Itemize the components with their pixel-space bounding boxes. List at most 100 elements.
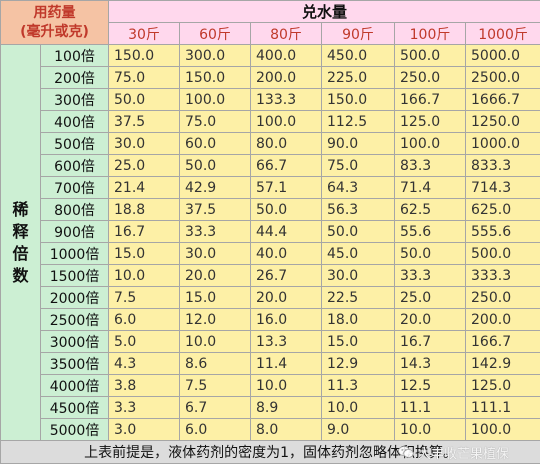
dosage-value-cell: 26.7 xyxy=(250,264,323,287)
dosage-value-cell: 21.4 xyxy=(108,176,181,199)
dosage-value-cell: 6.0 xyxy=(179,418,252,441)
dosage-value-cell: 66.7 xyxy=(250,154,323,177)
dosage-value-cell: 30.0 xyxy=(179,242,252,265)
dosage-value-cell: 50.0 xyxy=(394,242,467,265)
dilution-ratio-cell: 200倍 xyxy=(39,66,110,89)
dosage-value-cell: 11.3 xyxy=(321,374,396,397)
water-weight-header: 1000斤 xyxy=(465,22,540,45)
dosage-value-cell: 55.6 xyxy=(394,220,467,243)
table-row: 300倍 50.0 100.0 133.3 150.0 166.7 1666.7 xyxy=(1,88,540,111)
dilution-ratio-cell: 2000倍 xyxy=(39,286,110,309)
watermark: 大丰收芒果植保 xyxy=(398,441,509,463)
dosage-value-cell: 90.0 xyxy=(321,132,396,155)
dosage-value-cell: 150.0 xyxy=(108,44,181,67)
dosage-value-cell: 50.0 xyxy=(179,154,252,177)
dosage-value-cell: 71.4 xyxy=(394,176,467,199)
dosage-value-cell: 16.7 xyxy=(394,330,467,353)
dosage-value-cell: 1000.0 xyxy=(465,132,540,155)
dosage-value-cell: 2500.0 xyxy=(465,66,540,89)
dilution-ratio-cell: 500倍 xyxy=(39,132,110,155)
dosage-value-cell: 400.0 xyxy=(250,44,323,67)
water-amount-header: 兑水量 xyxy=(108,0,540,23)
dosage-value-cell: 100.0 xyxy=(394,132,467,155)
dosage-value-cell: 50.0 xyxy=(108,88,181,111)
dosage-value-cell: 7.5 xyxy=(179,374,252,397)
dosage-value-cell: 5000.0 xyxy=(465,44,540,67)
dosage-value-cell: 8.0 xyxy=(250,418,323,441)
dosage-value-cell: 40.0 xyxy=(250,242,323,265)
dosage-value-cell: 14.3 xyxy=(394,352,467,375)
dosage-value-cell: 33.3 xyxy=(394,264,467,287)
dilution-ratio-title: 稀释倍数 xyxy=(0,44,41,441)
dosage-value-cell: 6.7 xyxy=(179,396,252,419)
dosage-value-cell: 60.0 xyxy=(179,132,252,155)
dilution-ratio-cell: 4500倍 xyxy=(39,396,110,419)
dosage-value-cell: 300.0 xyxy=(179,44,252,67)
dosage-value-cell: 200.0 xyxy=(250,66,323,89)
dosage-value-cell: 75.0 xyxy=(179,110,252,133)
water-weight-header: 60斤 xyxy=(179,22,252,45)
dosage-value-cell: 125.0 xyxy=(465,374,540,397)
dosage-value-cell: 1666.7 xyxy=(465,88,540,111)
dosage-value-cell: 45.0 xyxy=(321,242,396,265)
dilution-ratio-cell: 100倍 xyxy=(39,44,110,67)
dosage-header-line1: 用药量 xyxy=(33,4,76,21)
dilution-ratio-cell: 2500倍 xyxy=(39,308,110,331)
dosage-value-cell: 714.3 xyxy=(465,176,540,199)
dosage-value-cell: 15.0 xyxy=(321,330,396,353)
dosage-value-cell: 15.0 xyxy=(108,242,181,265)
dosage-value-cell: 166.7 xyxy=(465,330,540,353)
dosage-value-cell: 11.1 xyxy=(394,396,467,419)
table-row: 200倍 75.0 150.0 200.0 225.0 250.0 2500.0 xyxy=(1,66,540,89)
dosage-value-cell: 3.8 xyxy=(108,374,181,397)
dilution-ratio-cell: 5000倍 xyxy=(39,418,110,441)
dosage-value-cell: 1250.0 xyxy=(465,110,540,133)
dosage-value-cell: 10.0 xyxy=(179,330,252,353)
dosage-value-cell: 250.0 xyxy=(465,286,540,309)
dosage-value-cell: 10.0 xyxy=(250,374,323,397)
dosage-value-cell: 833.3 xyxy=(465,154,540,177)
dilution-ratio-cell: 3500倍 xyxy=(39,352,110,375)
dosage-value-cell: 44.4 xyxy=(250,220,323,243)
dosage-value-cell: 150.0 xyxy=(321,88,396,111)
dosage-value-cell: 56.3 xyxy=(321,198,396,221)
dosage-value-cell: 83.3 xyxy=(394,154,467,177)
dosage-value-cell: 20.0 xyxy=(179,264,252,287)
dosage-value-cell: 12.9 xyxy=(321,352,396,375)
dosage-value-cell: 75.0 xyxy=(321,154,396,177)
dosage-value-cell: 225.0 xyxy=(321,66,396,89)
table-row: 3000倍 5.0 10.0 13.3 15.0 16.7 166.7 xyxy=(1,330,540,353)
dosage-value-cell: 18.8 xyxy=(108,198,181,221)
dosage-value-cell: 30.0 xyxy=(321,264,396,287)
dosage-value-cell: 16.7 xyxy=(108,220,181,243)
dilution-ratio-cell: 1500倍 xyxy=(39,264,110,287)
dilution-ratio-cell: 700倍 xyxy=(39,176,110,199)
dosage-value-cell: 125.0 xyxy=(394,110,467,133)
dosage-value-cell: 37.5 xyxy=(179,198,252,221)
dosage-value-cell: 111.1 xyxy=(465,396,540,419)
dilution-ratio-title-char: 稀 xyxy=(12,199,29,219)
dilution-ratio-title-char: 数 xyxy=(12,265,29,285)
table-row: 500倍 30.0 60.0 80.0 90.0 100.0 1000.0 xyxy=(1,132,540,155)
table-row: 2000倍 7.5 15.0 20.0 22.5 25.0 250.0 xyxy=(1,286,540,309)
dosage-value-cell: 15.0 xyxy=(179,286,252,309)
dosage-value-cell: 250.0 xyxy=(394,66,467,89)
dosage-value-cell: 33.3 xyxy=(179,220,252,243)
dilution-ratio-cell: 900倍 xyxy=(39,220,110,243)
dosage-value-cell: 12.5 xyxy=(394,374,467,397)
table-row: 4500倍 3.3 6.7 8.9 10.0 11.1 111.1 xyxy=(1,396,540,419)
table-row: 800倍 18.8 37.5 50.0 56.3 62.5 625.0 xyxy=(1,198,540,221)
dosage-value-cell: 62.5 xyxy=(394,198,467,221)
dosage-value-cell: 30.0 xyxy=(108,132,181,155)
table-row: 4000倍 3.8 7.5 10.0 11.3 12.5 125.0 xyxy=(1,374,540,397)
dilution-ratio-cell: 3000倍 xyxy=(39,330,110,353)
dosage-value-cell: 100.0 xyxy=(250,110,323,133)
dosage-value-cell: 16.0 xyxy=(250,308,323,331)
dosage-value-cell: 57.1 xyxy=(250,176,323,199)
dosage-value-cell: 11.4 xyxy=(250,352,323,375)
dosage-value-cell: 42.9 xyxy=(179,176,252,199)
dosage-value-cell: 50.0 xyxy=(250,198,323,221)
table-row: 900倍 16.7 33.3 44.4 50.0 55.6 555.6 xyxy=(1,220,540,243)
dilution-ratio-cell: 300倍 xyxy=(39,88,110,111)
